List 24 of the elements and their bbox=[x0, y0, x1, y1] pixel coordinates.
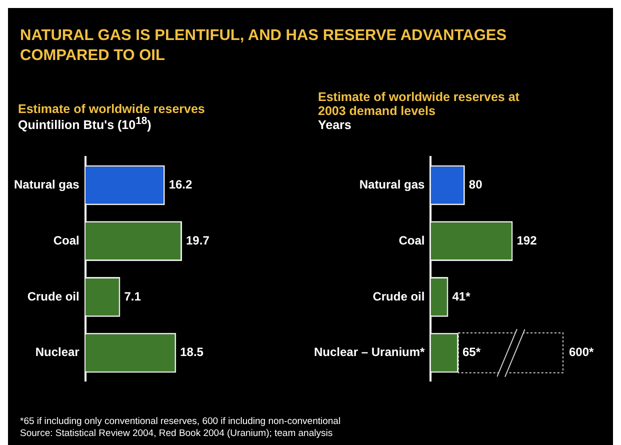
y-tick-label: Natural gas bbox=[359, 177, 426, 192]
text: *65 if including only conventional reserves, 600 if including non-conventional bbox=[20, 416, 341, 428]
data-label: 80 bbox=[468, 177, 483, 192]
data-label: 7.1 bbox=[124, 289, 142, 304]
data-label: 19.7 bbox=[186, 233, 210, 248]
data-label: 16.2 bbox=[168, 177, 193, 192]
y-tick-label: Coal bbox=[398, 233, 425, 248]
data-label: 192 bbox=[516, 233, 538, 248]
y-tick-label: Crude oil bbox=[372, 289, 425, 304]
y-tick-label: Natural gas bbox=[14, 177, 80, 192]
data-label: 18.5 bbox=[180, 345, 204, 360]
text: 600* bbox=[569, 345, 594, 360]
x-axis-title: Quintillion Btu's (10$^{18}$) bbox=[18, 116, 152, 132]
chart-subtitle: Estimate of worldwide reserves bbox=[18, 102, 206, 116]
text: NATURAL GAS IS PLENTIFUL, AND HAS RESERVE ADVANTAGES COMPARED TO OIL bbox=[20, 26, 508, 66]
y-tick-label: Coal bbox=[53, 233, 80, 248]
y-tick-label: Nuclear bbox=[35, 345, 80, 360]
y-tick-label: Crude oil bbox=[27, 289, 80, 304]
source-note: Source: Statistical Review 2004, Red Book 2004 (Uranium); team analysis bbox=[20, 428, 334, 440]
y-tick-label: Nuclear – Uranium* bbox=[314, 345, 426, 360]
data-label: 41* bbox=[452, 289, 471, 304]
data-label: 65* bbox=[462, 345, 481, 360]
chart-subtitle: Estimate of worldwide reserves at 2003 demand levels bbox=[318, 90, 520, 118]
x-axis-title: Years bbox=[318, 118, 352, 132]
